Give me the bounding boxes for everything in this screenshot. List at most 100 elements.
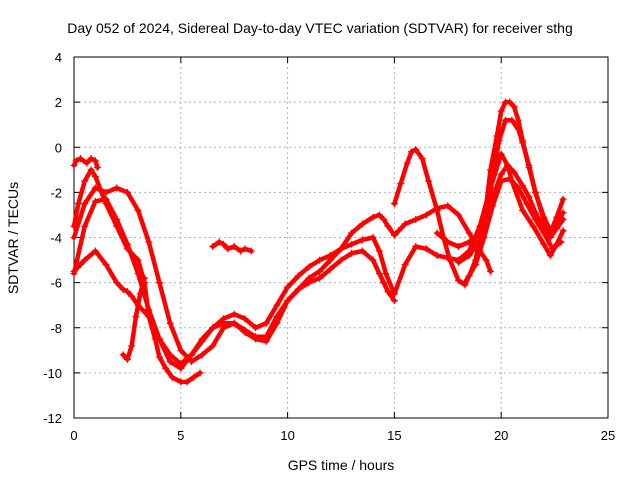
data-point: [337, 245, 345, 253]
y-tick-label: -10: [43, 366, 62, 381]
data-point: [145, 238, 153, 246]
data-point: [559, 195, 567, 203]
data-point: [209, 243, 217, 251]
data-point: [358, 236, 366, 244]
data-point: [482, 256, 490, 264]
data-point: [91, 184, 99, 192]
data-point: [390, 200, 398, 208]
data-point: [230, 243, 238, 251]
y-tick-label: 4: [55, 50, 62, 65]
data-point: [166, 319, 174, 327]
data-point: [134, 270, 142, 278]
data-point: [230, 319, 238, 327]
data-point: [514, 184, 522, 192]
data-point: [412, 215, 420, 223]
data-point: [209, 342, 217, 350]
data-point: [380, 279, 388, 287]
data-point: [294, 272, 302, 280]
data-point: [305, 263, 313, 271]
data-point: [559, 227, 567, 235]
data-point: [326, 265, 334, 273]
data-point: [501, 116, 509, 124]
data-point: [422, 245, 430, 253]
data-point: [166, 358, 174, 366]
data-point: [284, 283, 292, 291]
data-point: [91, 247, 99, 255]
data-point: [198, 351, 206, 359]
data-point: [375, 211, 383, 219]
series-trace-4: [70, 247, 398, 372]
data-point: [123, 355, 131, 363]
data-point: [81, 222, 89, 230]
data-point: [382, 270, 390, 278]
data-point: [337, 256, 345, 264]
data-point: [559, 209, 567, 217]
data-point: [123, 240, 131, 248]
data-point: [316, 256, 324, 264]
data-point: [476, 229, 484, 237]
data-point: [540, 213, 548, 221]
data-point: [91, 173, 99, 181]
data-point: [454, 243, 462, 251]
data-point: [93, 164, 101, 172]
data-point: [196, 369, 204, 377]
data-point: [220, 240, 228, 248]
series-trace: [71, 248, 397, 371]
data-point: [70, 270, 78, 278]
data-point: [252, 333, 260, 341]
y-tick-label: 2: [55, 95, 62, 110]
data-point: [348, 229, 356, 237]
data-point: [465, 238, 473, 246]
data-point: [495, 136, 503, 144]
data-point: [380, 215, 388, 223]
data-point: [497, 177, 505, 185]
data-point: [102, 261, 110, 269]
data-point: [83, 159, 91, 167]
data-point: [166, 351, 174, 359]
data-point: [123, 288, 131, 296]
y-tick-label: -6: [50, 276, 62, 291]
data-point: [209, 324, 217, 332]
data-point: [412, 243, 420, 251]
x-tick-label: 5: [177, 428, 184, 443]
data-point: [508, 116, 516, 124]
data-point: [523, 200, 531, 208]
data-point: [134, 256, 142, 264]
data-point: [155, 335, 163, 343]
data-point: [155, 279, 163, 287]
data-point: [465, 229, 473, 237]
data-point: [422, 211, 430, 219]
data-series: [70, 98, 567, 386]
data-point: [237, 247, 245, 255]
x-tick-label: 0: [70, 428, 77, 443]
y-tick-label: 0: [55, 140, 62, 155]
data-point: [70, 161, 78, 169]
data-point: [294, 285, 302, 293]
y-tick-labels: -12 -10 -8 -6 -4 -2 0 2 4: [43, 50, 62, 426]
data-point: [177, 346, 185, 354]
data-point: [145, 306, 153, 314]
data-point: [162, 364, 170, 372]
data-point: [252, 324, 260, 332]
data-point: [446, 256, 454, 264]
data-point: [403, 159, 411, 167]
data-point: [113, 184, 121, 192]
data-point: [358, 220, 366, 228]
data-point: [433, 229, 441, 237]
data-point: [433, 206, 441, 214]
data-point: [412, 146, 420, 154]
series-trace: [71, 151, 566, 367]
data-point: [559, 215, 567, 223]
data-point: [514, 116, 522, 124]
data-point: [548, 245, 556, 253]
data-point: [444, 202, 452, 210]
data-point: [128, 342, 136, 350]
data-point: [525, 161, 533, 169]
data-point: [140, 274, 148, 282]
data-point: [375, 247, 383, 255]
data-point: [401, 220, 409, 228]
y-tick-label: -12: [43, 411, 62, 426]
series-trace: [462, 176, 564, 285]
data-point: [489, 202, 497, 210]
